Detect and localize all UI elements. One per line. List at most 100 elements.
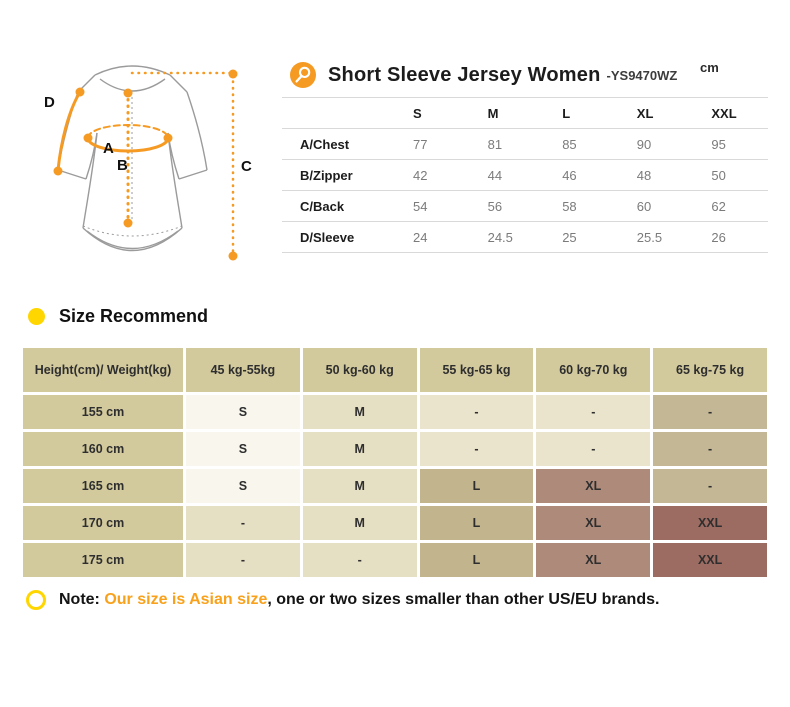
recommend-row: 175 cm - - L XL XXL: [23, 543, 767, 577]
size-cell: -: [186, 506, 300, 540]
size-cell: XXL: [653, 543, 767, 577]
size-recommend-table: Height(cm)/ Weight(kg) 45 kg-55kg 50 kg-60…: [20, 345, 770, 580]
recommend-row: 155 cm S M - - -: [23, 395, 767, 429]
size-recommend-title: Size Recommend: [59, 306, 209, 326]
measure-value: 50: [693, 159, 768, 191]
measurement-annotations: [53, 69, 238, 261]
label-c: C: [241, 158, 252, 175]
size-cell: M: [302, 506, 417, 540]
measure-value: 46: [544, 159, 619, 191]
measure-value: 81: [469, 128, 545, 160]
measure-value: 42: [395, 159, 470, 191]
size-cell: XL: [536, 543, 651, 577]
measure-row-label: A/Chest: [282, 128, 395, 160]
note-highlight: Our size is Asian size: [104, 591, 268, 608]
product-title-row: Short Sleeve Jersey Women -YS9470WZ: [290, 58, 677, 92]
jersey-measurement-diagram: D A B C: [44, 65, 252, 261]
unit-label: cm: [700, 60, 719, 75]
size-cell: L: [419, 469, 534, 503]
measure-row: B/Zipper 42 44 46 48 50: [282, 159, 768, 191]
label-d: D: [44, 94, 55, 111]
size-cell: -: [536, 395, 651, 429]
measurement-table: S M L XL XXL A/Chest 77 81 85 90 95 B/Zipper 42 44 46…: [282, 97, 768, 253]
measure-value: 25: [544, 221, 619, 253]
size-cell: -: [653, 395, 767, 429]
size-recommend-heading: Size Recommend: [28, 306, 208, 327]
measure-value: 44: [469, 159, 545, 191]
recommend-row: 170 cm - M L XL XXL: [23, 506, 767, 540]
measure-value: 48: [618, 159, 694, 191]
measure-value: 24: [395, 221, 470, 253]
size-cell: XL: [536, 469, 651, 503]
size-cell: -: [653, 432, 767, 466]
size-cell: -: [186, 543, 300, 577]
size-cell: XL: [536, 506, 651, 540]
product-model: -YS9470WZ: [606, 67, 678, 83]
size-cell: -: [419, 395, 534, 429]
size-cell: XXL: [653, 506, 767, 540]
size-cell: M: [302, 469, 417, 503]
weight-range-header: 45 kg-55kg: [186, 348, 300, 392]
size-cell: S: [186, 469, 300, 503]
height-cell: 165 cm: [23, 469, 183, 503]
measure-row: A/Chest 77 81 85 90 95: [282, 128, 768, 160]
measure-value: 85: [544, 128, 619, 160]
size-cell: L: [419, 506, 534, 540]
measure-value: 26: [693, 221, 768, 253]
recommend-row: 160 cm S M - - -: [23, 432, 767, 466]
height-cell: 175 cm: [23, 543, 183, 577]
weight-range-header: 55 kg-65 kg: [419, 348, 534, 392]
measure-row-label: C/Back: [282, 190, 395, 222]
note-rest: , one or two sizes smaller than other US…: [267, 591, 660, 608]
measure-size-header: XL: [618, 97, 694, 129]
yellow-dot-icon: [28, 308, 45, 325]
measure-value: 24.5: [469, 221, 545, 253]
weight-range-header: 65 kg-75 kg: [653, 348, 767, 392]
recommend-header-row: Height(cm)/ Weight(kg) 45 kg-55kg 50 kg-60…: [23, 348, 767, 392]
size-cell: -: [536, 432, 651, 466]
measure-value: 77: [395, 128, 470, 160]
note-ring-icon: [26, 590, 46, 610]
height-cell: 170 cm: [23, 506, 183, 540]
measure-row-label: B/Zipper: [282, 159, 395, 191]
note-row: Note: Our size is Asian size, one or two…: [26, 590, 659, 610]
product-title: Short Sleeve Jersey Women: [328, 63, 601, 86]
label-a: A: [103, 140, 114, 157]
measure-row: D/Sleeve 24 24.5 25 25.5 26: [282, 221, 768, 253]
measure-corner-cell: [282, 97, 395, 129]
measure-value: 25.5: [618, 221, 694, 253]
size-cell: -: [419, 432, 534, 466]
size-cell: S: [186, 432, 300, 466]
size-cell: -: [653, 469, 767, 503]
measure-size-header: L: [544, 97, 619, 129]
measure-header-row: S M L XL XXL: [282, 97, 768, 129]
size-cell: M: [302, 395, 417, 429]
measure-value: 56: [469, 190, 545, 222]
measure-value: 54: [395, 190, 470, 222]
height-cell: 155 cm: [23, 395, 183, 429]
measure-value: 95: [693, 128, 768, 160]
recommend-row: 165 cm S M L XL -: [23, 469, 767, 503]
label-b: B: [117, 157, 128, 174]
size-cell: L: [419, 543, 534, 577]
note-prefix: Note:: [59, 591, 105, 608]
measure-size-header: XXL: [693, 97, 768, 129]
measure-size-header: M: [469, 97, 545, 129]
measure-row: C/Back 54 56 58 60 62: [282, 190, 768, 222]
size-cell: -: [302, 543, 417, 577]
note-text: Note: Our size is Asian size, one or two…: [59, 591, 659, 609]
measure-value: 58: [544, 190, 619, 222]
measure-size-header: S: [395, 97, 470, 129]
height-cell: 160 cm: [23, 432, 183, 466]
recommend-corner-header: Height(cm)/ Weight(kg): [23, 348, 183, 392]
weight-range-header: 60 kg-70 kg: [536, 348, 651, 392]
measure-row-label: D/Sleeve: [282, 221, 395, 253]
measure-value: 62: [693, 190, 768, 222]
size-cell: S: [186, 395, 300, 429]
weight-range-header: 50 kg-60 kg: [302, 348, 417, 392]
measure-value: 90: [618, 128, 694, 160]
size-cell: M: [302, 432, 417, 466]
measure-value: 60: [618, 190, 694, 222]
magnifier-icon: [290, 62, 316, 88]
